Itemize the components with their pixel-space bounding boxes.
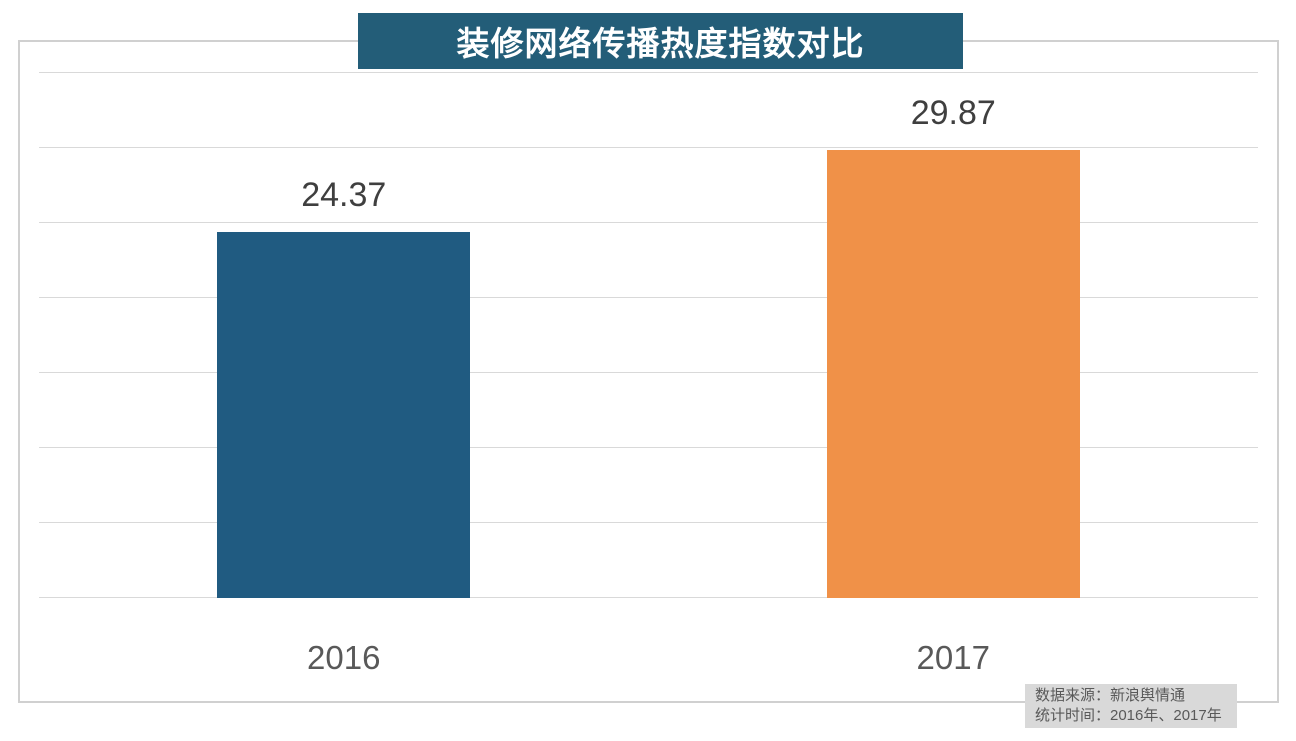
value-label-2017: 29.87 [910,93,996,132]
source-note-line2: 统计时间：2016年、2017年 [1035,707,1222,724]
bar-2016 [217,232,471,598]
gridline-0 [39,597,1258,598]
source-note-line1: 数据来源：新浪舆情通 [1035,687,1186,704]
gridline-5 [39,522,1258,523]
source-note: 数据来源：新浪舆情通 统计时间：2016年、2017年 [1025,684,1237,728]
chart-title-banner: 装修网络传播热度指数对比 [358,13,963,69]
x-axis-label-2016: 2016 [307,639,381,676]
gridline-10 [39,447,1258,448]
value-label-2016: 24.37 [301,176,387,215]
bar-2017 [826,149,1080,598]
plot-area: 24.37 2016 29.87 2017 [39,72,1258,674]
gridline-25 [39,222,1258,223]
x-axis-label-2017: 2017 [916,639,990,676]
gridline-30 [39,147,1258,148]
gridline-15 [39,372,1258,373]
gridline-20 [39,297,1258,298]
gridline-35 [39,72,1258,73]
chart-title: 装修网络传播热度指数对比 [456,25,865,62]
